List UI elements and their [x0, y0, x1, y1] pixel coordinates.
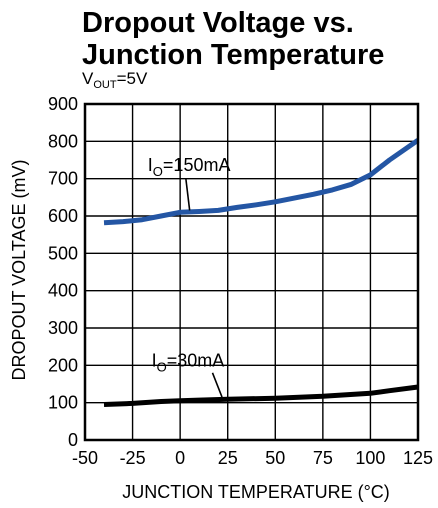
y-tick-label: 300: [48, 318, 78, 338]
x-tick-label: -50: [72, 448, 98, 468]
y-tick-label: 100: [48, 393, 78, 413]
y-tick-label: 700: [48, 169, 78, 189]
x-tick-label: 125: [403, 448, 433, 468]
annotation-leader-line: [211, 372, 223, 398]
y-tick-label: 0: [68, 430, 78, 450]
series-annotations: IO=150mA IO=30mA: [148, 155, 231, 398]
subtitle-rest: =5V: [117, 69, 148, 88]
tick-labels: 0 100 200 300 400 500 600 700 800 900 -50 -25 0 25 50 7…: [48, 94, 433, 468]
series-lines: [103, 138, 420, 407]
y-tick-label: 400: [48, 281, 78, 301]
x-tick-label: 25: [218, 448, 238, 468]
chart-title-line-1: Dropout Voltage vs.: [82, 7, 354, 39]
x-tick-label: 50: [265, 448, 285, 468]
chart-subtitle: VOUT=5V: [82, 69, 148, 91]
series-line-1: [103, 384, 419, 407]
y-tick-label: 800: [48, 131, 78, 151]
chart-title-line-2: Junction Temperature: [82, 39, 384, 71]
x-tick-label: -25: [120, 448, 146, 468]
series-line-0: [103, 138, 420, 226]
x-tick-label: 100: [355, 448, 385, 468]
grid: [85, 104, 418, 440]
y-axis-label: DROPOUT VOLTAGE (mV): [9, 159, 29, 380]
plot-frame: [83, 102, 420, 442]
y-tick-label: 600: [48, 206, 78, 226]
subtitle-main: V: [82, 69, 94, 88]
subtitle-sub: OUT: [93, 79, 117, 91]
y-tick-label: 200: [48, 355, 78, 375]
series-label-0: IO=150mA: [148, 155, 231, 179]
x-tick-label: 0: [175, 448, 185, 468]
annotation-leader-line: [185, 178, 191, 211]
x-tick-label: 75: [313, 448, 333, 468]
series-label-1: IO=30mA: [152, 350, 225, 374]
y-tick-label: 500: [48, 243, 78, 263]
x-axis-label: JUNCTION TEMPERATURE (°C): [122, 482, 390, 502]
y-tick-label: 900: [48, 94, 78, 114]
